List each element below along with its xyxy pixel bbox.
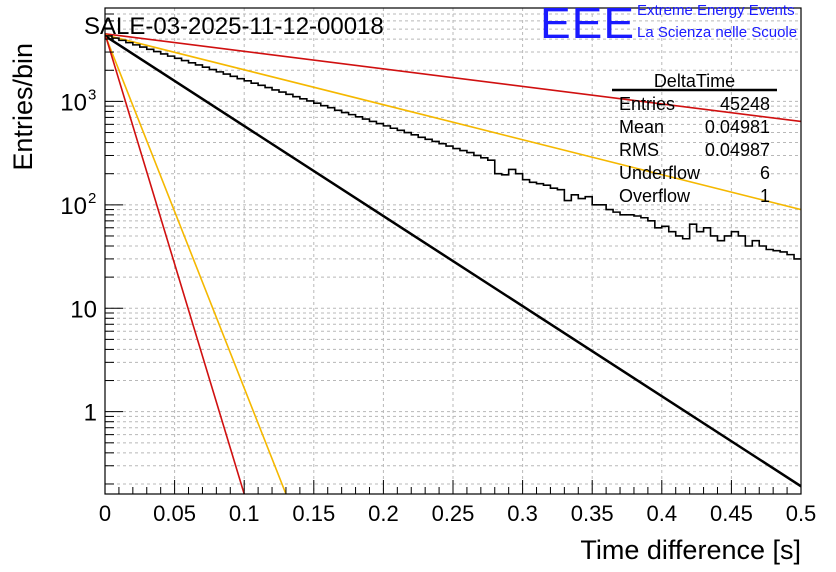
- plot-title: SALE-03-2025-11-12-00018: [84, 13, 384, 40]
- stats-row-label: Underflow: [619, 163, 701, 183]
- x-tick-label: 0: [99, 501, 111, 526]
- x-tick-label: 0.05: [153, 501, 196, 526]
- histogram-outline: [105, 35, 801, 260]
- y-tick-label: 10: [60, 193, 87, 220]
- org-line-2: La Scienza nelle Scuole: [637, 24, 798, 41]
- series-line-red-steep: [105, 33, 245, 494]
- eee-logo: EEE: [540, 0, 636, 48]
- series-line-fit: [105, 34, 801, 488]
- x-tick-label: 0.35: [571, 501, 614, 526]
- y-tick-exponent: 3: [88, 86, 96, 103]
- x-axis-label: Time difference [s]: [580, 535, 801, 565]
- series-line-orange-steep: [105, 34, 287, 494]
- stats-title: DeltaTime: [654, 71, 735, 91]
- x-tick-label: 0.5: [786, 501, 817, 526]
- stats-row-value: 45248: [720, 94, 770, 114]
- x-tick-label: 0.1: [229, 501, 260, 526]
- y-tick-label: 10: [60, 89, 87, 116]
- stats-row-value: 0.04987: [705, 140, 770, 160]
- stats-box: DeltaTime Entries 45248 Mean 0.04981 RMS 0.049…: [612, 71, 777, 206]
- stats-row-label: RMS: [619, 140, 659, 160]
- y-tick-label: 10: [70, 296, 97, 323]
- stats-row-value: 1: [760, 186, 770, 206]
- stats-row-label: Entries: [619, 94, 675, 114]
- ticks: 0 0.05 0.1 0.15 0.2 0.25 0.3 0.35 0.4 0.45 0.5 1 10 1…: [60, 7, 817, 526]
- x-tick-label: 0.15: [292, 501, 335, 526]
- org-line-1: Extreme Energy Events: [637, 2, 795, 19]
- y-axis-label: Entries/bin: [8, 43, 38, 171]
- stats-row-label: Overflow: [619, 186, 691, 206]
- histogram: [105, 35, 801, 260]
- x-tick-label: 0.3: [507, 501, 538, 526]
- series-line-orange-shallow: [105, 34, 801, 211]
- stats-row-label: Mean: [619, 117, 664, 137]
- x-tick-label: 0.2: [368, 501, 399, 526]
- y-tick-exponent: 2: [88, 190, 96, 207]
- stats-row-value: 6: [760, 163, 770, 183]
- stats-row-value: 0.04981: [705, 117, 770, 137]
- x-tick-label: 0.25: [432, 501, 475, 526]
- x-tick-label: 0.4: [647, 501, 678, 526]
- x-tick-label: 0.45: [710, 501, 753, 526]
- y-tick-label: 1: [84, 400, 97, 427]
- series-line-red-shallow: [105, 33, 801, 123]
- grid: [105, 8, 801, 494]
- series-lines: [105, 33, 801, 494]
